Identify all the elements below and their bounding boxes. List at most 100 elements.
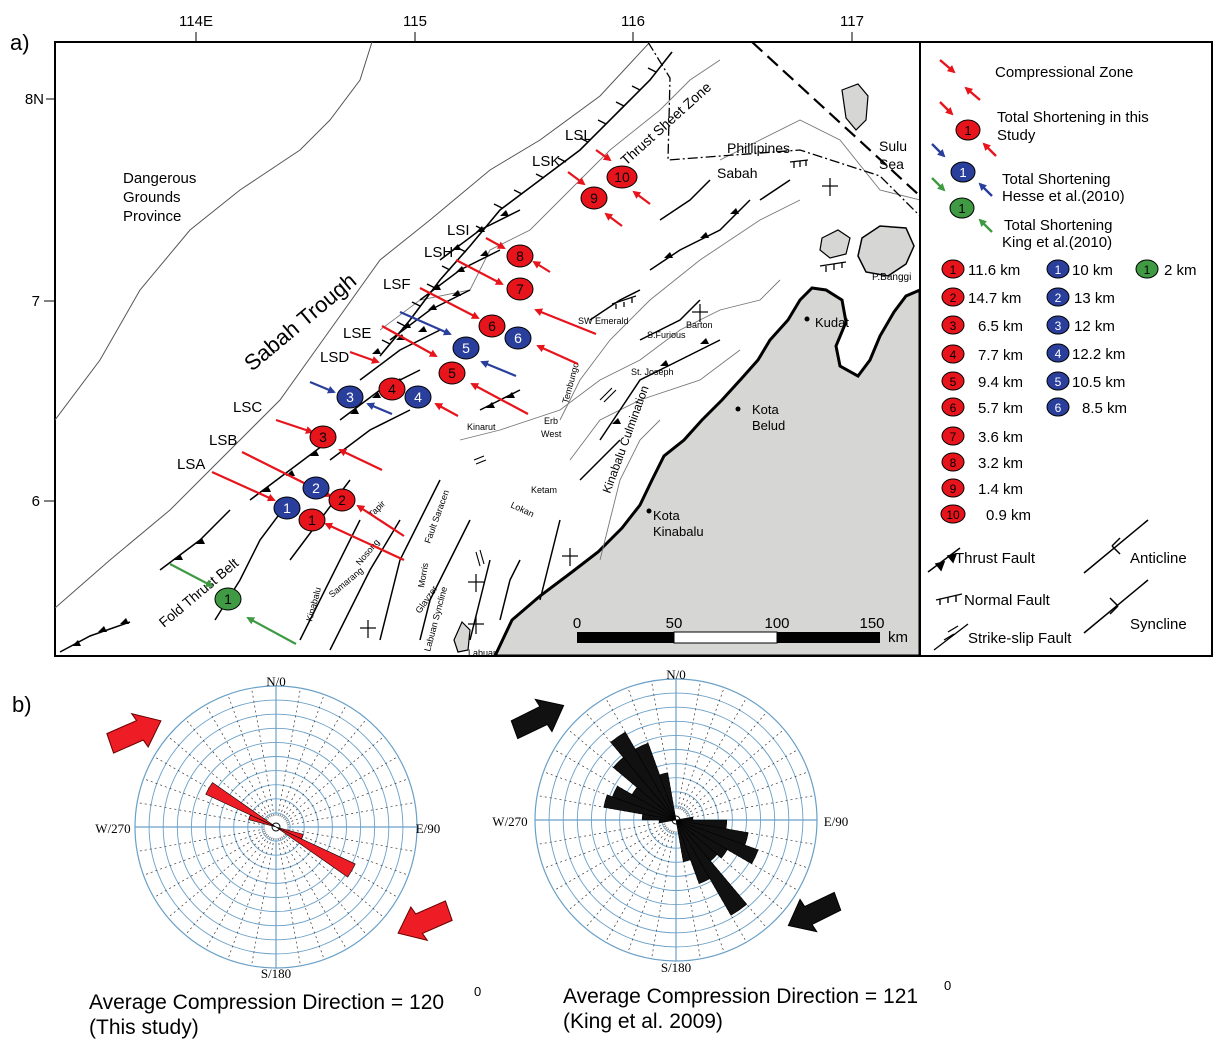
label-dangerous-2: Grounds bbox=[123, 189, 181, 206]
legend-normal-fault: Normal Fault bbox=[964, 592, 1051, 609]
rose-spoke bbox=[605, 829, 671, 943]
label-st-joseph: St. Joseph bbox=[631, 367, 674, 377]
rose-spoke bbox=[287, 828, 415, 852]
rose-spoke bbox=[286, 830, 409, 876]
small-island-2 bbox=[841, 83, 869, 131]
lat-tick-7: 7 bbox=[32, 293, 40, 310]
legend-compression-arrow-2 bbox=[964, 86, 981, 101]
rose-spoke bbox=[251, 838, 275, 966]
red-marker-7: 7 bbox=[516, 281, 524, 297]
lat-tick-6: 6 bbox=[32, 493, 40, 510]
rose-diagram-this-study bbox=[134, 685, 418, 969]
lon-tick-116: 116 bbox=[621, 13, 645, 30]
label-ketam: Ketam bbox=[531, 485, 557, 495]
rose-spoke bbox=[282, 718, 367, 819]
section-labels: LSL LSK LSI LSH LSF LSE LSD LSC LSB LSA bbox=[177, 127, 592, 473]
rose-spoke bbox=[153, 832, 267, 898]
legend-red-num-9: 9 bbox=[950, 482, 957, 496]
legend-thrust-fault-symbol bbox=[927, 547, 961, 573]
rose-right-petal-2 bbox=[675, 819, 728, 859]
lon-tick-117: 117 bbox=[840, 13, 864, 30]
legend-blue-num-2: 2 bbox=[1055, 291, 1062, 305]
scale-tick-50: 50 bbox=[666, 615, 683, 632]
rose-spoke bbox=[185, 718, 270, 819]
rose-spoke bbox=[277, 838, 301, 966]
rose-spoke bbox=[567, 826, 668, 911]
panel-label-a: a) bbox=[10, 30, 30, 55]
section-lsb: LSB bbox=[209, 432, 237, 449]
label-dangerous-1: Dangerous bbox=[123, 170, 196, 187]
legend-panel: Compressional Zone 1 Total Shortening in… bbox=[919, 41, 1213, 657]
rose-right-petal-15 bbox=[659, 772, 677, 821]
rose-right-petal-1 bbox=[675, 819, 759, 865]
rose-right-west: W/270 bbox=[492, 814, 527, 829]
rose-spoke bbox=[684, 729, 785, 814]
legend-red-num-2: 2 bbox=[950, 291, 957, 305]
legend-red-num-4: 4 bbox=[950, 348, 957, 362]
legend-blue-symbol bbox=[950, 161, 976, 183]
legend-anticline: Anticline bbox=[1130, 550, 1187, 567]
legend-strike-slip-symbol bbox=[933, 623, 969, 651]
lat-tick-8n: 8N bbox=[25, 91, 44, 108]
red-marker-6: 6 bbox=[488, 318, 496, 334]
rose-right-petal-14 bbox=[634, 742, 677, 821]
rose-left-north: N/0 bbox=[266, 674, 286, 689]
rose-spoke bbox=[167, 736, 268, 821]
rose-right-caption-sup: 0 bbox=[944, 978, 951, 993]
rose-spoke bbox=[227, 837, 273, 960]
rose-spoke bbox=[279, 694, 325, 817]
legend-red-value-5: 9.4 km bbox=[978, 374, 1023, 391]
legend-blue-num-4: 4 bbox=[1055, 347, 1062, 361]
rose-left-south: S/180 bbox=[261, 966, 291, 981]
scale-tick-0: 0 bbox=[573, 615, 581, 632]
red-marker-2: 2 bbox=[338, 492, 346, 508]
legend-red-value-7: 3.6 km bbox=[978, 429, 1023, 446]
legend-red-value-4: 7.7 km bbox=[978, 347, 1023, 364]
rose-spoke bbox=[685, 749, 799, 815]
rose-right-petal-10 bbox=[612, 785, 677, 821]
legend-blue-value-1: 10 km bbox=[1072, 262, 1113, 279]
latitude-ticks: 8N 7 6 bbox=[25, 91, 55, 510]
rose-spoke bbox=[687, 795, 815, 819]
legend-blue-values: 1 10 km 2 13 km 3 12 km 4 12.2 km 5 10.5 km 6… bbox=[1046, 259, 1127, 417]
legend-blue-num-6: 6 bbox=[1055, 401, 1062, 415]
rose-right-east: E/90 bbox=[824, 814, 849, 829]
red-marker-4: 4 bbox=[388, 381, 396, 397]
red-marker-9: 9 bbox=[590, 190, 598, 206]
rose-diagram-king bbox=[534, 678, 818, 962]
blue-marker-2: 2 bbox=[312, 480, 320, 496]
rose-left-west: W/270 bbox=[95, 821, 130, 836]
label-morris: Morris bbox=[416, 562, 430, 589]
section-lsf: LSF bbox=[383, 276, 411, 293]
rose-right-petal-16 bbox=[641, 813, 677, 821]
rose-left-arrow-nw bbox=[106, 712, 162, 754]
rose-spoke bbox=[286, 778, 409, 824]
map-panel: 0 50 100 150 km Dangerous Grounds Provin… bbox=[54, 41, 921, 658]
rose-spoke bbox=[143, 830, 266, 876]
rose-spoke bbox=[627, 830, 673, 953]
legend-blue-value-2: 13 km bbox=[1074, 290, 1115, 307]
legend-anticline-symbol bbox=[1083, 519, 1149, 574]
legend-red-num-3: 3 bbox=[950, 319, 957, 333]
rose-spoke bbox=[537, 821, 665, 845]
legend-red-value-8: 3.2 km bbox=[978, 455, 1023, 472]
rose-right-north: N/0 bbox=[666, 667, 686, 682]
shortening-markers: 1 2 3 4 5 6 7 8 9 10 1 2 3 4 5 6 1 bbox=[214, 165, 638, 611]
legend-red-value-3: 6.5 km bbox=[978, 318, 1023, 335]
legend-blue-num-5: 5 bbox=[1055, 375, 1062, 389]
legend-red-num-5: 5 bbox=[950, 375, 957, 389]
rose-spoke bbox=[686, 771, 809, 817]
rose-right-petal-8 bbox=[675, 816, 694, 821]
legend-red-value-1: 11.6 km bbox=[968, 262, 1020, 279]
rose-spoke bbox=[682, 711, 767, 812]
label-phillipines: Phillipines bbox=[727, 140, 790, 156]
section-lse: LSE bbox=[343, 325, 371, 342]
scale-tick-150: 150 bbox=[859, 615, 884, 632]
label-kudat: Kudat bbox=[815, 315, 849, 330]
section-lsd: LSD bbox=[320, 349, 349, 366]
small-island-1 bbox=[819, 229, 851, 259]
legend-green-symbol-num: 1 bbox=[958, 201, 965, 216]
rose-left-compression-arrows bbox=[106, 712, 453, 942]
rose-left-caption-sup: 0 bbox=[474, 984, 481, 999]
